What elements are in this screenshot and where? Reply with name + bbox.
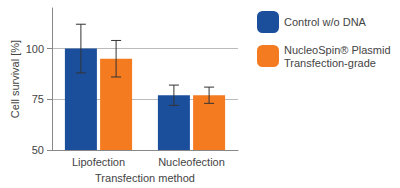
svg-text:50: 50: [32, 144, 44, 156]
svg-text:Transfection-grade: Transfection-grade: [284, 57, 376, 69]
svg-text:75: 75: [32, 93, 44, 105]
svg-text:Cell survival [%]: Cell survival [%]: [9, 40, 21, 118]
svg-text:100: 100: [26, 43, 44, 55]
svg-text:NucleoSpin® Plasmid: NucleoSpin® Plasmid: [284, 44, 394, 56]
svg-text:Control w/o DNA: Control w/o DNA: [284, 16, 367, 28]
svg-text:Nucleofection: Nucleofection: [158, 156, 225, 168]
svg-text:Transfection method: Transfection method: [95, 172, 195, 184]
svg-text:Lipofection: Lipofection: [72, 156, 125, 168]
